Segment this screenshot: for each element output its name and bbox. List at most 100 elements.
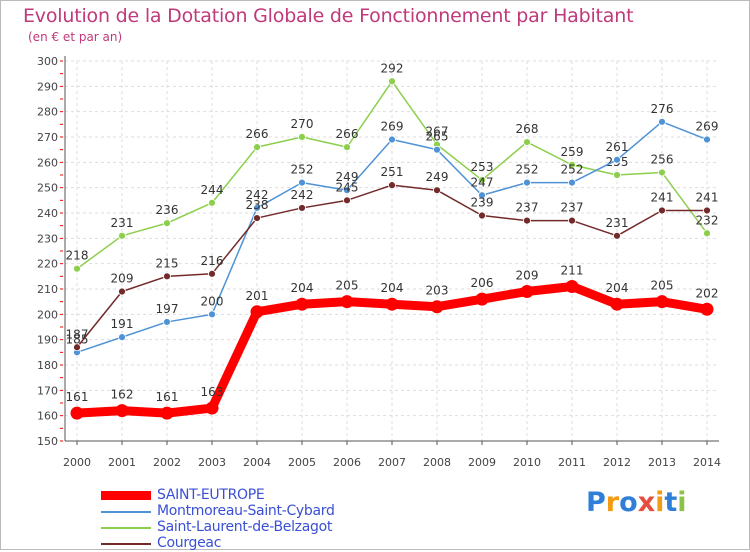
x-tick-label: 2003 [198, 456, 226, 469]
legend-swatch [101, 511, 151, 513]
x-tick-label: 2011 [558, 456, 586, 469]
data-point [298, 204, 306, 212]
data-point [703, 135, 711, 144]
x-tick-label: 2008 [423, 456, 451, 469]
data-point [433, 145, 441, 154]
data-point [703, 206, 711, 215]
data-point [478, 211, 486, 220]
data-label: 256 [651, 152, 674, 166]
data-label: 269 [696, 120, 719, 134]
y-tick-label: 210 [37, 283, 58, 296]
y-tick-label: 300 [37, 55, 58, 68]
data-point [523, 138, 531, 146]
data-label: 236 [156, 203, 179, 217]
x-tick-label: 2012 [603, 456, 631, 469]
data-label: 266 [336, 127, 359, 141]
y-tick-label: 260 [37, 156, 58, 169]
data-label: 252 [291, 163, 314, 177]
data-label: 241 [651, 190, 674, 204]
data-point [703, 229, 711, 238]
data-label: 231 [111, 216, 134, 230]
data-point [700, 302, 714, 316]
x-tick-label: 2006 [333, 456, 361, 469]
data-point [118, 231, 126, 240]
y-tick-label: 230 [37, 232, 58, 245]
data-label: 232 [696, 213, 719, 227]
data-point [388, 135, 396, 144]
data-point [73, 264, 81, 273]
data-label: 242 [246, 188, 269, 202]
data-label: 201 [246, 289, 269, 303]
data-point [253, 204, 261, 212]
data-point [250, 305, 264, 319]
data-label: 241 [696, 190, 719, 204]
data-point [208, 269, 216, 278]
x-tick-label: 2005 [288, 456, 316, 469]
data-label: 205 [336, 279, 359, 293]
y-tick-label: 220 [37, 258, 58, 271]
y-tick-label: 160 [37, 410, 58, 423]
data-label: 211 [561, 263, 584, 277]
data-point [73, 343, 81, 352]
data-point [385, 297, 399, 311]
data-point [478, 176, 486, 184]
y-tick-label: 250 [37, 182, 58, 195]
data-point [568, 160, 576, 169]
data-label: 267 [426, 125, 449, 139]
chart-subtitle: (en € et par an) [28, 30, 123, 44]
data-point [163, 318, 171, 326]
data-label: 218 [66, 249, 89, 263]
data-label: 203 [426, 284, 449, 298]
x-tick-label: 2013 [648, 456, 676, 469]
data-label: 292 [381, 61, 404, 75]
data-label: 242 [291, 188, 314, 202]
data-point [658, 206, 666, 215]
data-point [298, 133, 306, 141]
legend-swatch [101, 527, 151, 529]
y-tick-label: 270 [37, 131, 58, 144]
y-tick-label: 280 [37, 106, 58, 119]
data-point [613, 231, 621, 240]
y-tick-label: 190 [37, 334, 58, 347]
data-point [568, 216, 576, 225]
proxiti-logo: Proxiti [586, 487, 687, 518]
x-tick-label: 2009 [468, 456, 496, 469]
data-label: 268 [516, 122, 539, 136]
x-tick-label: 2000 [63, 456, 91, 469]
y-tick-label: 290 [37, 80, 58, 93]
data-label: 276 [651, 102, 674, 116]
data-label: 205 [651, 279, 674, 293]
data-point [343, 196, 351, 205]
data-point [298, 178, 306, 187]
legend-label: SAINT-EUTROPE [157, 487, 265, 503]
data-point [478, 191, 486, 200]
data-point [610, 297, 624, 311]
y-tick-label: 180 [37, 359, 58, 372]
data-label: 200 [201, 294, 224, 308]
y-tick-label: 150 [37, 435, 58, 448]
data-point [613, 155, 621, 164]
data-point [163, 219, 171, 228]
legend-label: Montmoreau-Saint-Cybard [157, 503, 335, 519]
data-point [523, 216, 531, 225]
data-label: 266 [246, 127, 269, 141]
x-tick-label: 2001 [108, 456, 136, 469]
data-label: 185 [66, 332, 89, 346]
x-tick-label: 2004 [243, 456, 271, 469]
data-point [205, 401, 219, 415]
data-label: 204 [291, 281, 314, 295]
data-point [523, 178, 531, 187]
data-point [253, 143, 261, 152]
data-label: 204 [606, 281, 629, 295]
data-label: 161 [66, 390, 89, 404]
data-point [430, 300, 444, 314]
data-point [163, 272, 171, 281]
data-label: 215 [156, 256, 179, 270]
data-label: 209 [111, 272, 134, 286]
data-label: 238 [246, 198, 269, 212]
data-point [340, 295, 354, 309]
data-point [343, 143, 351, 152]
x-tick-label: 2014 [693, 456, 721, 469]
legend-swatch [101, 491, 151, 500]
